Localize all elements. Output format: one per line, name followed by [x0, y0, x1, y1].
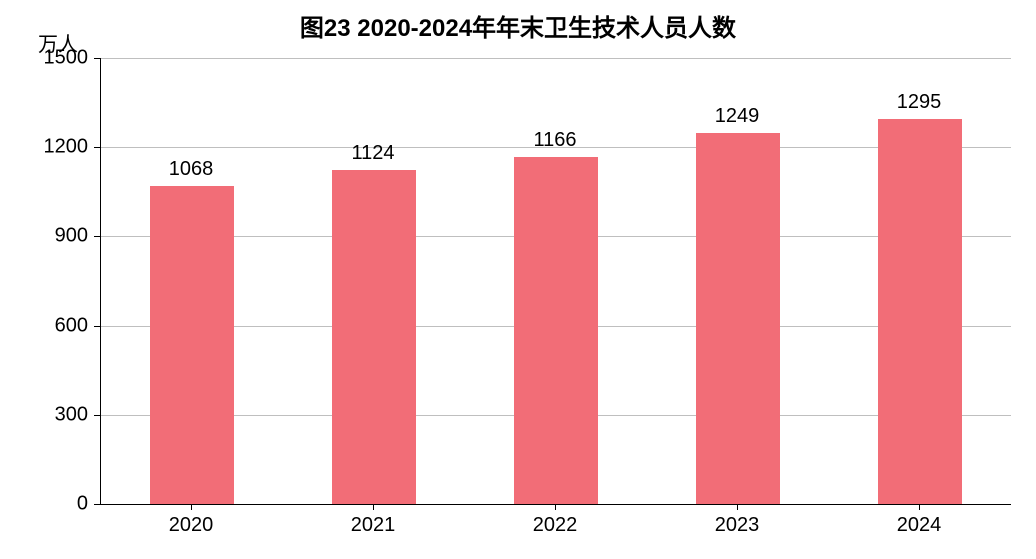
x-tick-mark [737, 504, 738, 510]
x-tick-label: 2024 [897, 514, 942, 537]
gridline [101, 58, 1011, 59]
plot-area [100, 58, 1011, 505]
y-tick-label: 600 [0, 314, 88, 337]
bar-value-label: 1068 [169, 158, 214, 181]
x-tick-label: 2023 [715, 514, 760, 537]
y-tick-label: 1200 [0, 136, 88, 159]
y-tick-mark [94, 415, 100, 416]
x-tick-mark [919, 504, 920, 510]
x-tick-label: 2021 [351, 514, 396, 537]
bar-value-label: 1249 [715, 105, 760, 128]
y-tick-mark [94, 58, 100, 59]
x-tick-mark [555, 504, 556, 510]
y-tick-mark [94, 147, 100, 148]
y-tick-label: 0 [0, 493, 88, 516]
y-tick-mark [94, 326, 100, 327]
bar-value-label: 1124 [351, 142, 394, 165]
y-tick-label: 300 [0, 403, 88, 426]
y-tick-mark [94, 504, 100, 505]
y-tick-mark [94, 236, 100, 237]
bar [514, 157, 598, 504]
bar-value-label: 1166 [533, 129, 576, 152]
x-tick-mark [191, 504, 192, 510]
bar-value-label: 1295 [897, 91, 942, 114]
bar-chart: 图23 2020-2024年年末卫生技术人员人数 万人 030060090012… [0, 0, 1036, 559]
bar [878, 119, 962, 504]
x-tick-label: 2022 [533, 514, 578, 537]
chart-title: 图23 2020-2024年年末卫生技术人员人数 [0, 8, 1036, 43]
y-tick-label: 1500 [0, 47, 88, 70]
bar [150, 186, 234, 504]
bar [332, 170, 416, 504]
y-tick-label: 900 [0, 225, 88, 248]
x-tick-label: 2020 [169, 514, 214, 537]
x-tick-mark [373, 504, 374, 510]
bar [696, 133, 780, 504]
